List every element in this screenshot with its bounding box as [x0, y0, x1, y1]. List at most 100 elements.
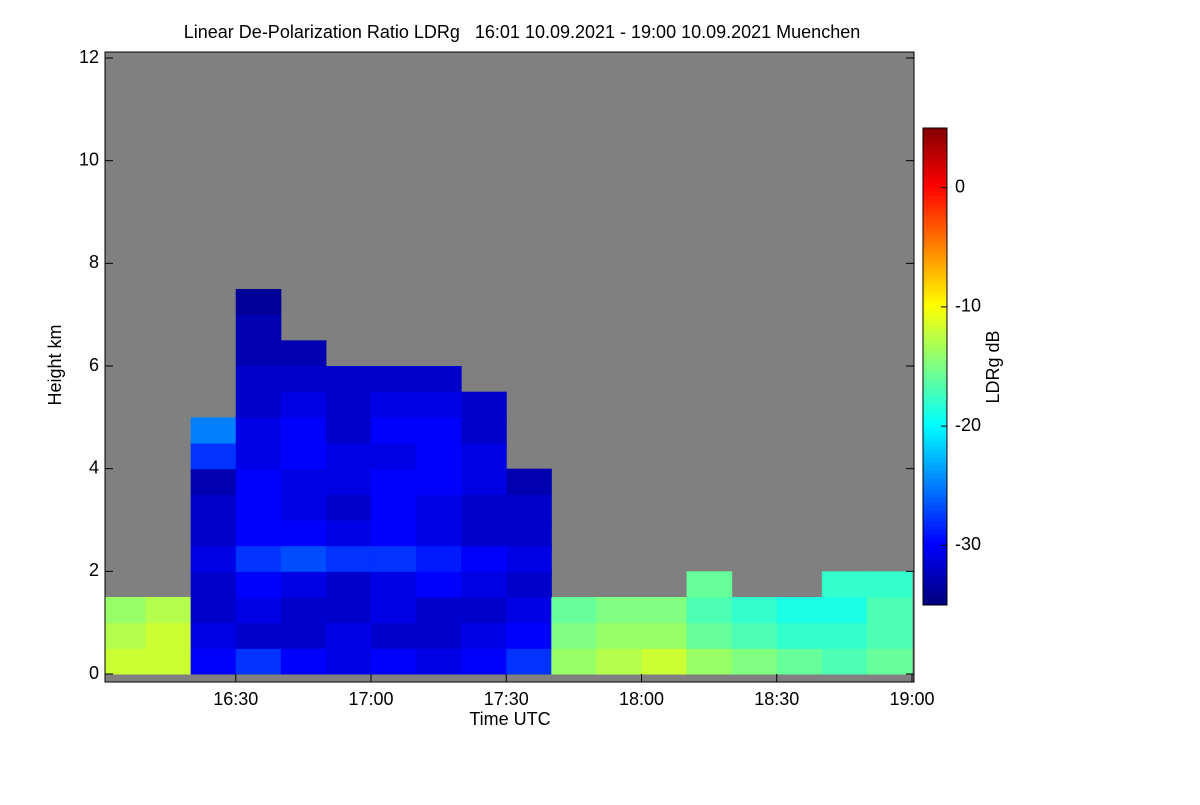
- colorbar-segment: [923, 310, 947, 316]
- colorbar-segment: [923, 529, 947, 534]
- colorbar-segment: [923, 493, 947, 499]
- colorbar-segment: [923, 541, 947, 546]
- colorbar-segment: [923, 573, 947, 578]
- heatmap-cell: [325, 468, 372, 495]
- colorbar-segment: [923, 195, 947, 201]
- colorbar-segment: [923, 585, 947, 590]
- colorbar-segment: [923, 374, 947, 379]
- heatmap-cell: [866, 648, 913, 675]
- heatmap-cell: [325, 622, 372, 649]
- heatmap-cell: [325, 443, 372, 470]
- colorbar-segment: [923, 318, 947, 324]
- heatmap-cell: [821, 648, 868, 675]
- colorbar-segment: [923, 453, 947, 459]
- colorbar-segment: [923, 259, 947, 264]
- colorbar-segment: [923, 449, 947, 455]
- heatmap-cell: [235, 417, 282, 444]
- colorbar-segment: [923, 235, 947, 240]
- heatmap-cell: [461, 545, 507, 572]
- colorbar-segment: [923, 414, 947, 419]
- heatmap-cell: [325, 417, 372, 444]
- colorbar-segment: [923, 477, 947, 483]
- heatmap-cell: [686, 622, 733, 649]
- heatmap-cell: [416, 545, 462, 572]
- heatmap-cell: [506, 494, 552, 521]
- colorbar-segment: [923, 378, 947, 383]
- colorbar-segment: [923, 219, 947, 224]
- heatmap-cell: [461, 494, 507, 521]
- heatmap-cell: [641, 648, 688, 675]
- heatmap-cell: [370, 443, 417, 470]
- heatmap-cell: [821, 571, 868, 598]
- colorbar-segment: [923, 155, 947, 161]
- colorbar-segment: [923, 128, 947, 133]
- x-tick-label: 17:00: [348, 689, 393, 709]
- heatmap-cell: [596, 597, 642, 624]
- heatmap-cell: [370, 520, 417, 547]
- colorbar-segment: [923, 561, 947, 566]
- colorbar-segment: [923, 179, 947, 185]
- colorbar-segment: [923, 521, 947, 526]
- heatmap-cell: [416, 366, 462, 393]
- heatmap-cell: [280, 340, 327, 367]
- heatmap-cell: [325, 545, 372, 572]
- colorbar-segment: [923, 350, 947, 356]
- heatmap-cell: [461, 648, 507, 675]
- heatmap-cell: [325, 494, 372, 521]
- heatmap-cell: [776, 648, 823, 675]
- heatmap-cell: [686, 571, 733, 598]
- colorbar-segment: [923, 231, 947, 236]
- colorbar-segment: [923, 577, 947, 582]
- colorbar-segment: [923, 275, 947, 280]
- colorbar-segment: [923, 481, 947, 487]
- heatmap-cell: [190, 494, 237, 521]
- heatmap-cell: [506, 648, 552, 675]
- colorbar-segment: [923, 537, 947, 542]
- colorbar-segment: [923, 489, 947, 495]
- colorbar-segment: [923, 461, 947, 467]
- heatmap-cell: [280, 494, 327, 521]
- heatmap-cell: [370, 571, 417, 598]
- heatmap-cell: [280, 468, 327, 495]
- colorbar-segment: [923, 223, 947, 228]
- heatmap-cell: [461, 571, 507, 598]
- colorbar-label: LDRg dB: [983, 330, 1003, 403]
- heatmap-cell: [145, 648, 192, 675]
- colorbar-segment: [923, 533, 947, 538]
- heatmap-cell: [416, 597, 462, 624]
- heatmap-cell: [370, 494, 417, 521]
- colorbar-segment: [923, 326, 947, 332]
- heatmap-cell: [821, 622, 868, 649]
- colorbar-frame: [922, 127, 948, 606]
- heatmap-cell: [416, 648, 462, 675]
- colorbar-segment: [923, 267, 947, 272]
- colorbar-segment: [923, 406, 947, 411]
- colorbar-segment: [923, 601, 947, 606]
- heatmap-cell: [506, 468, 552, 495]
- colorbar-segment: [923, 410, 947, 415]
- heatmap-cell: [190, 648, 237, 675]
- colorbar-segment: [923, 187, 947, 193]
- y-tick-label: 8: [89, 252, 99, 272]
- heatmap-cell: [416, 571, 462, 598]
- colorbar-segment: [923, 287, 947, 292]
- colorbar-segment: [923, 485, 947, 491]
- colorbar-segment: [923, 457, 947, 463]
- colorbar-segment: [923, 135, 947, 141]
- heatmap-cell: [461, 622, 507, 649]
- heatmap-cell: [731, 648, 778, 675]
- colorbar-segment: [923, 334, 947, 340]
- heatmap-cell: [416, 520, 462, 547]
- heatmap-cell: [235, 545, 282, 572]
- y-tick-label: 4: [89, 457, 99, 477]
- heatmap-cell: [235, 494, 282, 521]
- colorbar-segment: [923, 175, 947, 181]
- heatmap-cell: [105, 648, 147, 675]
- heatmap-cell: [280, 571, 327, 598]
- heatmap-cell: [416, 468, 462, 495]
- colorbar-segment: [923, 263, 947, 268]
- colorbar-segment: [923, 251, 947, 256]
- heatmap-cell: [370, 468, 417, 495]
- heatmap-cell: [105, 622, 147, 649]
